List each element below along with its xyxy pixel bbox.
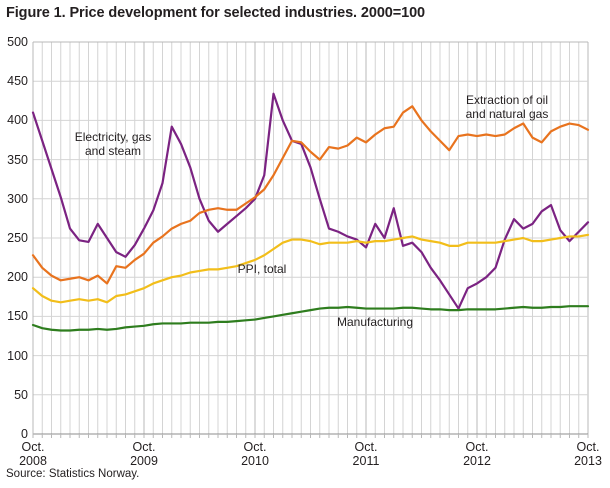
y-axis-tick-label: 0 (21, 427, 28, 441)
x-tick-year: 2012 (463, 454, 491, 468)
x-axis-tick-label: Oct. 2008 (0, 440, 68, 468)
x-tick-month: Oct. (576, 440, 600, 454)
y-axis-tick-label: 300 (7, 191, 28, 206)
x-axis-tick-label: Oct. 2009 (109, 440, 179, 468)
y-axis-tick-label: 450 (7, 74, 28, 89)
x-tick-month: Oct. (21, 440, 45, 454)
series-line-2 (31, 105, 590, 285)
source-note: Source: Statistics Norway. (6, 468, 140, 480)
series-line-4 (31, 305, 590, 332)
x-tick-month: Oct. (354, 440, 378, 454)
series-line-1 (31, 92, 590, 310)
series-line-3 (31, 233, 590, 304)
y-axis-tick-label: 350 (7, 152, 28, 167)
x-axis-tick-label: Oct. 2010 (220, 440, 290, 468)
y-axis-tick-label: 250 (7, 231, 28, 245)
x-tick-year: 2010 (241, 454, 269, 468)
annotation-ppi: PPI, total (237, 262, 287, 276)
y-axis-tick-label: 500 (7, 35, 28, 49)
annotation-manufacturing: Manufacturing (336, 315, 414, 329)
line-chart: 0 50 100 150 200 250 300 350 400 450 500 Oct. 2008 Oc… (0, 35, 610, 468)
x-axis-tick-label: Oct. 2011 (331, 440, 401, 468)
x-tick-month: Oct. (243, 440, 267, 454)
x-tick-month: Oct. (465, 440, 489, 454)
y-axis-tick-label: 400 (7, 113, 28, 128)
y-axis-tick-label: 150 (7, 309, 28, 324)
y-axis-tick-label: 200 (7, 270, 28, 285)
y-axis-tick-label: 100 (7, 348, 28, 363)
annotation-extraction: Extraction of oil and natural gas (465, 93, 549, 121)
x-tick-month: Oct. (132, 440, 156, 454)
grid-lines (32, 41, 589, 435)
x-tick-year: 2009 (130, 454, 158, 468)
x-tick-year: 2008 (19, 454, 47, 468)
y-axis-tick-label: 50 (14, 387, 28, 402)
x-axis-tick-label: Oct. 2013 (553, 440, 610, 468)
x-tick-year: 2011 (352, 454, 380, 468)
series-group (31, 92, 590, 332)
chart-svg (31, 41, 590, 438)
x-axis-tick-label: Oct. 2012 (442, 440, 512, 468)
x-tick-year: 2013 (574, 454, 602, 468)
page-title: Figure 1. Price development for selected… (6, 5, 426, 21)
annotation-electricity: Electricity, gas and steam (74, 130, 152, 158)
